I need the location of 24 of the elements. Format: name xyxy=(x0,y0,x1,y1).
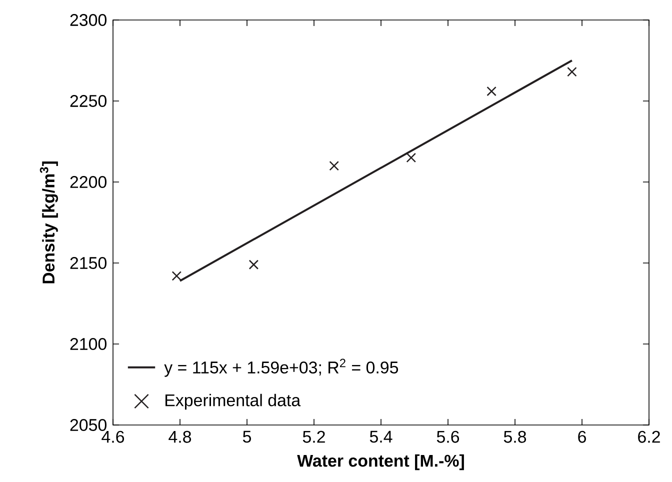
point xyxy=(406,152,416,163)
legend-label: Experimental data xyxy=(166,394,301,410)
point xyxy=(248,260,259,270)
point xyxy=(329,160,339,171)
x-tick-label: 6 xyxy=(578,430,586,443)
y-tick-label: 2100 xyxy=(70,338,106,350)
y-tick-label: 2150 xyxy=(70,257,106,269)
x-tick-label: 5.2 xyxy=(302,430,325,443)
y-tick-label: 2200 xyxy=(70,176,106,188)
y-axis-title: Density [kg/m$^{3}$] xyxy=(40,162,58,284)
x-tick-label: 5.4 xyxy=(370,430,392,443)
y-tick-label: 2250 xyxy=(70,95,106,107)
y-tick-label: 2050 xyxy=(70,419,106,432)
x-tick-label: 5.8 xyxy=(504,430,526,443)
legend-label: y = 115x + 1.59e+03; R$^{2}$ = 0.95 xyxy=(164,358,398,377)
x-tick-label: 6.2 xyxy=(638,430,660,443)
x-tick-label: 4.6 xyxy=(102,430,124,443)
x-tick-label: 5.6 xyxy=(436,430,460,443)
x-tick-label: 5 xyxy=(242,430,251,443)
point xyxy=(567,66,577,77)
point xyxy=(486,86,496,96)
x-tick-label: 4.8 xyxy=(168,430,192,443)
x-axis-title: Water content [M.-%] xyxy=(297,454,464,470)
y-tick-label: 2300 xyxy=(70,14,106,26)
